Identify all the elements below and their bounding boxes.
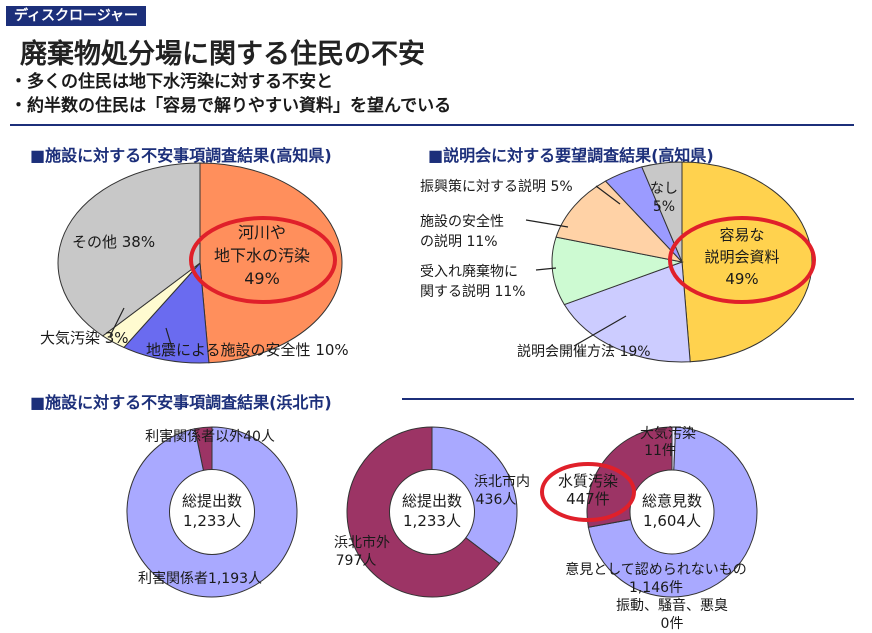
- slice-label: 説明会開催方法 19%: [517, 344, 651, 360]
- slice-label: の説明 11%: [420, 234, 498, 250]
- header-divider: [10, 124, 854, 126]
- slice-value: 49%: [244, 269, 280, 288]
- donut-hole: [629, 469, 715, 555]
- page-title: 廃棄物処分場に関する住民の不安: [20, 39, 425, 70]
- slice-label: 容易な: [719, 226, 764, 244]
- leader-line: [535, 267, 557, 271]
- leader-line: [573, 315, 627, 347]
- slice-label: 説明会資料: [704, 248, 779, 266]
- pie-slice: [431, 426, 518, 565]
- donut-hole: [389, 469, 475, 555]
- highlight-ellipse: [189, 216, 337, 304]
- category-tag: ディスクロージャー: [6, 6, 147, 26]
- slice-label: なし: [650, 181, 678, 197]
- slice-value: 447件: [566, 490, 610, 508]
- slice-label: その他 38%: [72, 233, 155, 251]
- pie-slice: [681, 161, 813, 363]
- slice-label: 利害関係者以外40人: [145, 429, 275, 445]
- center-value: 1,604人: [643, 512, 701, 530]
- leader-line: [525, 219, 569, 228]
- bullet-item: ・約半数の住民は「容易で解りやすい資料」を望んでいる: [10, 96, 452, 116]
- slice-value: 49%: [725, 270, 758, 288]
- pie-slice: [641, 161, 683, 263]
- slice-label: 河川や: [238, 223, 286, 242]
- slice-label: 利害関係者1,193人: [138, 571, 262, 587]
- section-title-hamakita: ■施設に対する不安事項調査結果(浜北市): [30, 393, 332, 412]
- donut-hole: [169, 469, 255, 555]
- slice-label: 関する説明 11%: [420, 284, 526, 300]
- center-value: 1,233人: [403, 512, 461, 530]
- slice-label: 施設の安全性: [420, 213, 504, 230]
- slice-label: 浜北市外: [334, 534, 390, 551]
- leader-line: [109, 307, 125, 337]
- slice-label: 地下水の汚染: [214, 246, 310, 265]
- slice-label: 浜北市内: [474, 473, 530, 490]
- pie-slice: [555, 180, 684, 263]
- slice-label: 意見として認められないもの: [565, 561, 747, 578]
- center-label: 総提出数: [402, 492, 462, 510]
- summary-bullets: ・多くの住民は地下水汚染に対する不安と ・約半数の住民は「容易で解りやすい資料」…: [10, 70, 451, 118]
- leader-line: [165, 327, 173, 349]
- pie-slice: [57, 162, 201, 337]
- slice-value: 0件: [661, 616, 684, 632]
- highlight-ellipse: [540, 462, 636, 522]
- center-value: 1,233人: [183, 512, 241, 530]
- pie-slice: [123, 261, 210, 364]
- slice-label: 受入れ廃棄物に: [420, 263, 518, 280]
- bullet-item: ・多くの住民は地下水汚染に対する不安と: [10, 72, 333, 92]
- section-title-kochi-concern: ■施設に対する不安事項調査結果(高知県): [30, 146, 332, 165]
- slice-value: 436人: [476, 492, 517, 508]
- center-label: 総意見数: [642, 492, 702, 510]
- slice-label: 振動、騒音、悪臭: [616, 597, 728, 614]
- leader-line: [595, 185, 621, 205]
- pie-slice: [563, 261, 691, 363]
- highlight-ellipse: [668, 216, 816, 304]
- center-label: 総提出数: [182, 492, 242, 510]
- slice-label: 大気汚染: [640, 426, 696, 442]
- slice-label: 地震による施設の安全性 10%: [146, 341, 349, 359]
- slice-label: 振興策に対する説明 5%: [420, 178, 573, 195]
- slice-value: 11件: [644, 443, 676, 459]
- slice-value: 1,146件: [629, 580, 683, 596]
- slice-value: 5%: [653, 199, 675, 215]
- slice-value: 797人: [336, 553, 377, 569]
- slice-label: 水質汚染: [558, 472, 618, 490]
- section-divider: [402, 398, 854, 400]
- pie-slice: [199, 162, 343, 364]
- slice-label: 大気汚染 3%: [40, 329, 129, 347]
- pie-slice: [551, 236, 684, 306]
- section-title-kochi-request: ■説明会に対する要望調査結果(高知県): [428, 146, 714, 165]
